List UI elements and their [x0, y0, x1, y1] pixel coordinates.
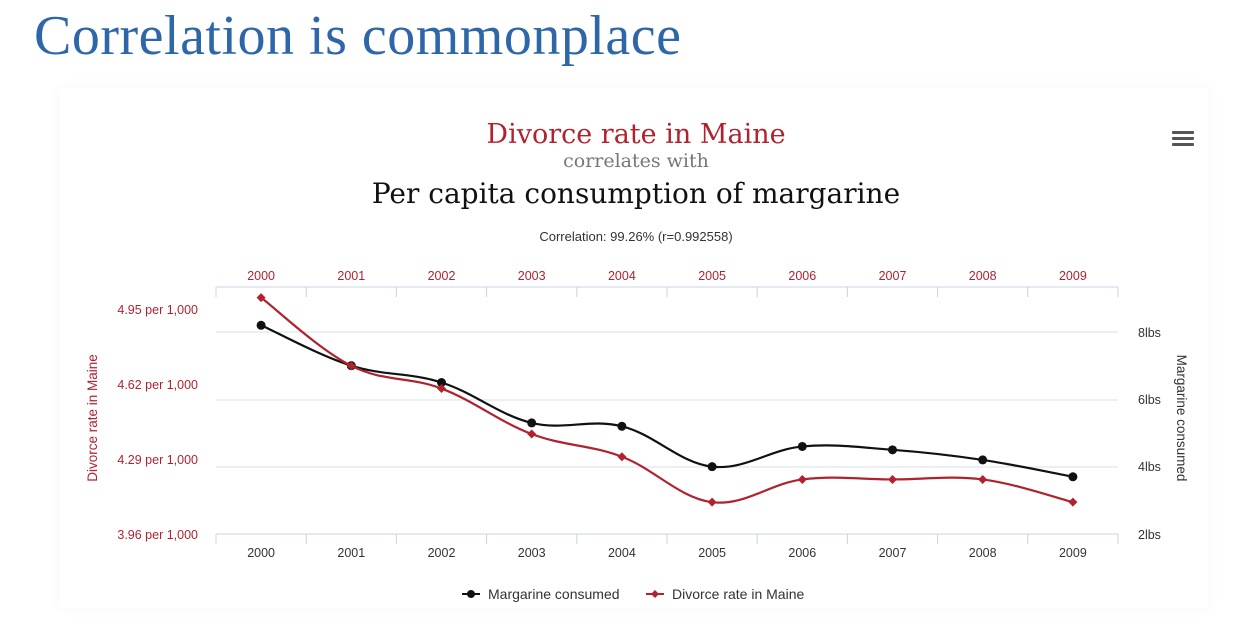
x-tick-label-bottom: 2003: [518, 546, 546, 560]
chart-title-2: Per capita consumption of margarine: [372, 177, 900, 210]
x-tick-label-top: 2003: [518, 269, 546, 283]
hamburger-menu-icon[interactable]: [1172, 131, 1194, 149]
data-point-divorce-rate-in-maine[interactable]: [707, 497, 717, 507]
slide-title: Correlation is commonplace: [34, 5, 682, 67]
legend-marker: [467, 590, 475, 598]
x-tick-label-top: 2002: [428, 269, 456, 283]
y-left-tick-label: 4.62 per 1,000: [117, 378, 198, 392]
chart-title: Divorce rate in Maine: [486, 119, 785, 150]
data-point-divorce-rate-in-maine[interactable]: [256, 293, 266, 303]
legend-label: Margarine consumed: [488, 586, 620, 602]
data-point-margarine-consumed[interactable]: [1068, 472, 1078, 482]
legend-label: Divorce rate in Maine: [672, 586, 804, 602]
data-point-margarine-consumed[interactable]: [978, 455, 988, 465]
correlation-text: Correlation: 99.26% (r=0.992558): [539, 229, 732, 244]
legend-item[interactable]: Margarine consumed: [462, 586, 620, 602]
x-tick-label-top: 2001: [337, 269, 365, 283]
y-right-tick-label: 8lbs: [1138, 326, 1161, 340]
x-tick-label-bottom: 2006: [788, 546, 816, 560]
x-tick-label-bottom: 2004: [608, 546, 636, 560]
x-tick-label-bottom: 2000: [247, 546, 275, 560]
x-tick-label-top: 2009: [1059, 269, 1087, 283]
data-point-margarine-consumed[interactable]: [707, 462, 717, 472]
y-left-axis-title: Divorce rate in Maine: [85, 354, 100, 482]
data-point-divorce-rate-in-maine[interactable]: [888, 474, 897, 484]
y-left-tick-label: 4.95 per 1,000: [117, 303, 198, 317]
data-point-margarine-consumed[interactable]: [888, 445, 897, 455]
data-point-margarine-consumed[interactable]: [256, 320, 266, 330]
axis-layer: 2000 2000 2001 2001 2002 2002 2003 2003 2004 2004…: [85, 269, 1189, 560]
chart-subtitle-connector: correlates with: [563, 150, 709, 172]
y-right-tick-label: 4lbs: [1138, 460, 1161, 474]
y-right-tick-label: 2lbs: [1138, 528, 1161, 542]
legend-marker: [651, 590, 659, 598]
x-tick-label-bottom: 2007: [879, 546, 907, 560]
series-line-divorce-rate-in-maine: [260, 296, 1074, 504]
x-tick-label-top: 2006: [788, 269, 816, 283]
x-tick-label-top: 2000: [247, 269, 275, 283]
data-point-divorce-rate-in-maine[interactable]: [346, 361, 356, 371]
data-point-divorce-rate-in-maine[interactable]: [437, 384, 446, 394]
x-tick-label-bottom: 2002: [428, 546, 456, 560]
chart-titles: Divorce rate in Maine correlates with Pe…: [372, 119, 900, 244]
x-tick-label-top: 2005: [698, 269, 726, 283]
series-line-margarine-consumed: [260, 324, 1074, 478]
data-point-margarine-consumed[interactable]: [797, 441, 807, 451]
y-right-tick-label: 6lbs: [1138, 393, 1161, 407]
data-point-divorce-rate-in-maine[interactable]: [617, 452, 627, 462]
legend: Margarine consumed Divorce rate in Maine: [462, 586, 804, 602]
x-tick-label-top: 2004: [608, 269, 636, 283]
series-layer: [256, 293, 1078, 507]
x-tick-label-bottom: 2005: [698, 546, 726, 560]
y-left-tick-label: 3.96 per 1,000: [117, 528, 198, 542]
y-right-axis-title: Margarine consumed: [1174, 355, 1189, 482]
data-point-divorce-rate-in-maine[interactable]: [978, 474, 988, 484]
chart-card: [60, 88, 1208, 608]
data-point-margarine-consumed[interactable]: [527, 418, 537, 428]
x-tick-label-top: 2008: [969, 269, 997, 283]
y-left-tick-label: 4.29 per 1,000: [117, 453, 198, 467]
x-tick-label-top: 2007: [879, 269, 907, 283]
x-tick-label-bottom: 2009: [1059, 546, 1087, 560]
data-point-margarine-consumed[interactable]: [437, 378, 446, 387]
legend-item[interactable]: Divorce rate in Maine: [646, 586, 804, 602]
data-point-divorce-rate-in-maine[interactable]: [1068, 497, 1078, 507]
data-point-margarine-consumed[interactable]: [617, 421, 627, 431]
data-point-divorce-rate-in-maine[interactable]: [527, 429, 537, 439]
x-tick-label-bottom: 2008: [969, 546, 997, 560]
data-point-divorce-rate-in-maine[interactable]: [797, 474, 807, 484]
x-tick-label-bottom: 2001: [337, 546, 365, 560]
